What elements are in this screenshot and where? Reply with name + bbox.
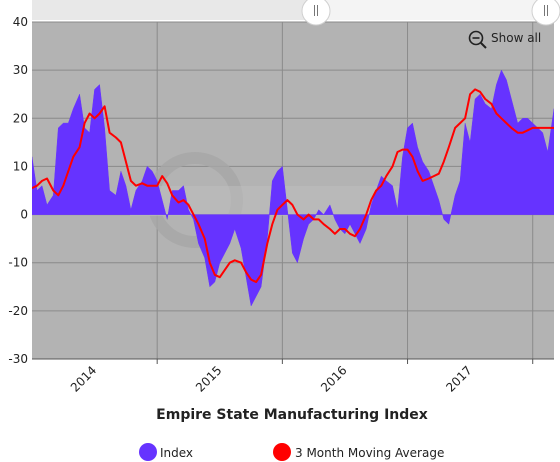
y-tick-label: 30	[13, 63, 28, 77]
y-tick-label: -10	[8, 256, 28, 270]
x-axis: 2014 2015 2016 2017	[68, 359, 534, 395]
zoom-out-icon	[468, 30, 484, 46]
series-layer	[32, 69, 554, 307]
legend-item[interactable]: Index	[139, 443, 193, 461]
y-tick-label: 10	[13, 159, 28, 173]
series-index-area	[32, 69, 554, 307]
y-tick-label: 20	[13, 111, 28, 125]
chart-title: Empire State Manufacturing Index	[156, 407, 428, 423]
y-tick-label: -30	[8, 352, 28, 366]
show-all-button[interactable]: Show all	[468, 30, 542, 49]
x-tick-label: 2014	[68, 363, 99, 394]
series-moving-average-line	[32, 88, 554, 283]
navigator-selection[interactable]	[316, 0, 546, 20]
legend-marker	[139, 443, 157, 461]
legend-label: Index	[160, 446, 193, 460]
range-navigator[interactable]	[32, 0, 560, 26]
legend-label: 3 Month Moving Average	[295, 446, 444, 460]
x-tick-label: 2017	[443, 363, 474, 394]
show-all-label: Show all	[491, 31, 541, 45]
y-axis: -30 -20 -10 0 10 20 30 40	[8, 15, 554, 366]
x-tick-label: 2016	[318, 363, 349, 394]
navigator-handle-left[interactable]	[301, 0, 331, 26]
legend-item[interactable]: 3 Month Moving Average	[273, 443, 444, 461]
legend[interactable]: Index 3 Month Moving Average	[139, 443, 444, 461]
navigator-handle-right[interactable]	[531, 0, 560, 26]
legend-marker	[273, 443, 291, 461]
x-tick-label: 2015	[193, 363, 224, 394]
y-tick-label: -20	[8, 304, 28, 318]
y-tick-label: 40	[13, 15, 28, 29]
y-tick-label: 0	[20, 208, 28, 222]
